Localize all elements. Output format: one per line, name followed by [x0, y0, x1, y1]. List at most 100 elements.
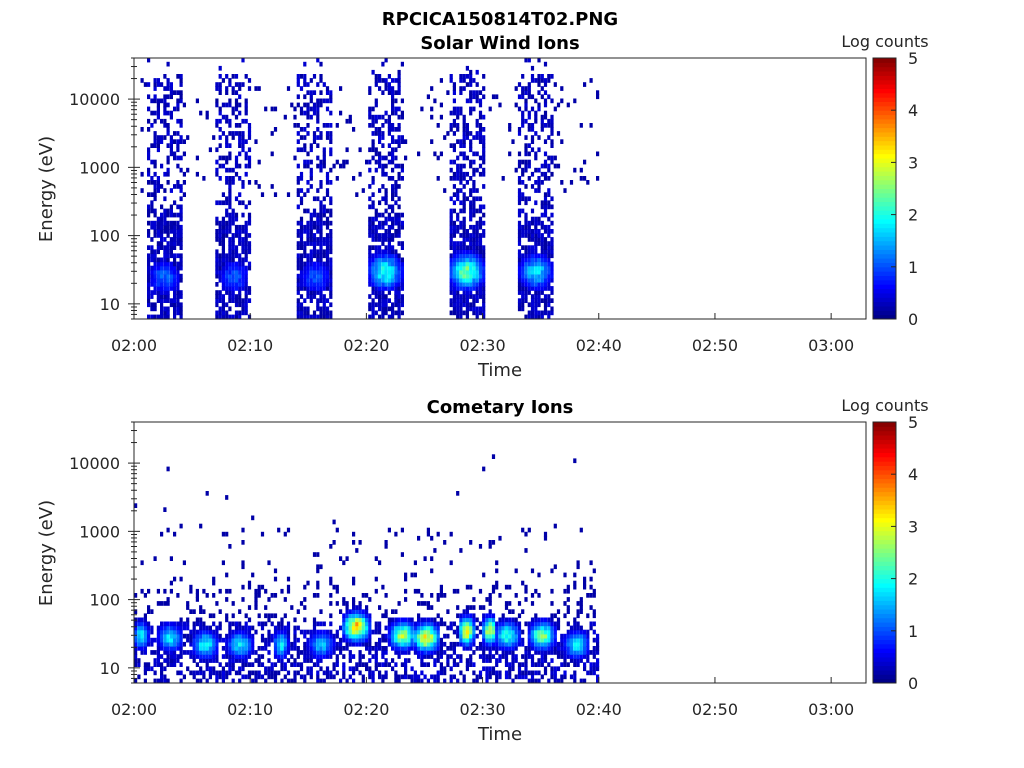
colorbar-tick-label: 5: [908, 49, 918, 68]
colorbar-segment: [873, 288, 896, 294]
colorbar-segment: [873, 596, 896, 601]
colorbar-tick-label: 3: [908, 517, 918, 536]
colorbar-segment: [873, 652, 896, 658]
y-tick-label: 10: [100, 659, 120, 678]
y-tick-label: 10000: [69, 90, 120, 109]
y-tick-label: 10000: [69, 454, 120, 473]
colorbar-segment: [873, 97, 896, 102]
colorbar-segment: [873, 500, 896, 506]
spectrogram-cells: [134, 454, 600, 684]
colorbar-segment: [873, 478, 896, 484]
colorbar-segment: [873, 509, 896, 514]
colorbar-segment: [873, 205, 896, 211]
colorbar-segment: [873, 543, 896, 549]
colorbar-segment: [873, 643, 896, 649]
colorbar-segment: [873, 253, 896, 259]
plot-frame: [133, 57, 867, 320]
colorbar-segment: [873, 430, 896, 436]
colorbar-segment: [873, 504, 896, 510]
colorbar-segment: [873, 210, 896, 216]
colorbar: 0 1 2 3 4 5: [872, 413, 918, 693]
colorbar-segment: [873, 617, 896, 623]
colorbar-segment: [873, 561, 896, 567]
colorbar-segment: [873, 101, 896, 107]
colorbar-segment: [873, 110, 896, 116]
colorbar-segment: [873, 175, 896, 181]
solar-wind-panel: Solar Wind Ions 02:00 02:10 02:20 02:30 02:4…: [36, 32, 929, 381]
colorbar-segment: [873, 197, 896, 203]
y-tick-label: 100: [89, 227, 120, 246]
x-tick-label: 03:00: [808, 700, 854, 719]
colorbar-segment: [873, 240, 896, 246]
colorbar-segment: [873, 609, 896, 614]
colorbar-segment: [873, 495, 896, 501]
colorbar-segment: [873, 435, 896, 440]
colorbar: 0 1 2 3 4 5: [872, 49, 918, 329]
colorbar-segment: [873, 149, 896, 155]
colorbar-segment: [873, 591, 896, 597]
colorbar-segment: [873, 114, 896, 120]
colorbar-segment: [873, 648, 896, 654]
colorbar-segment: [873, 556, 896, 562]
colorbar-segment: [873, 127, 896, 133]
panel-title: Cometary Ions: [427, 397, 574, 418]
colorbar-segment: [873, 301, 896, 307]
y-axis: 10 100 1000 10000: [69, 57, 140, 320]
colorbar-segment: [873, 75, 896, 81]
colorbar-segment: [873, 245, 896, 250]
x-tick-label: 02:30: [460, 700, 506, 719]
x-tick-label: 02:00: [111, 700, 157, 719]
colorbar-segment: [873, 661, 896, 667]
colorbar-segment: [873, 236, 896, 242]
colorbar-tick-label: 3: [908, 153, 918, 172]
colorbar-segment: [873, 275, 896, 281]
colorbar-segment: [873, 118, 896, 124]
colorbar-segment: [873, 443, 896, 449]
plot-frame: [133, 421, 867, 684]
colorbar-segment: [873, 522, 896, 527]
colorbar-segment: [873, 179, 896, 185]
colorbar-segment: [873, 535, 896, 540]
colorbar-segment: [873, 314, 896, 320]
colorbar-segment: [873, 635, 896, 640]
colorbar-segment: [873, 665, 896, 671]
colorbar-tick-label: 2: [908, 570, 918, 589]
x-axis-label: Time: [477, 360, 522, 381]
colorbar-segment: [873, 452, 896, 458]
colorbar-segment: [873, 574, 896, 580]
colorbar-segment: [873, 284, 896, 290]
colorbar-segment: [873, 266, 896, 272]
colorbar-segment: [873, 136, 896, 142]
colorbar-segment: [873, 456, 896, 462]
colorbar-tick-label: 5: [908, 413, 918, 432]
colorbar-segment: [873, 92, 896, 98]
colorbar-segment: [873, 192, 896, 198]
colorbar-segment: [873, 552, 896, 558]
colorbar-segment: [873, 469, 896, 475]
colorbar-segment: [873, 513, 896, 519]
colorbar-segment: [873, 153, 896, 159]
colorbar-segment: [873, 158, 896, 163]
colorbar-frame: [872, 421, 897, 684]
colorbar-segment: [873, 622, 896, 627]
colorbar-segment: [873, 526, 896, 532]
colorbar-segment: [873, 626, 896, 632]
x-axis: 02:00 02:10 02:20 02:30 02:40 02:50 03:00: [111, 313, 854, 355]
colorbar-segment: [873, 604, 896, 610]
colorbar-segment: [873, 62, 896, 68]
colorbar-segment: [873, 297, 896, 303]
colorbar-segment: [873, 249, 896, 255]
colorbar-segment: [873, 439, 896, 445]
colorbar-segment: [873, 201, 896, 207]
colorbar-tick-label: 1: [908, 258, 918, 277]
colorbar-segment: [873, 565, 896, 571]
colorbar-segment: [873, 674, 896, 680]
colorbar-segment: [873, 292, 896, 298]
x-tick-label: 02:00: [111, 336, 157, 355]
spectrogram-cells: [140, 57, 600, 320]
colorbar-segment: [873, 232, 896, 237]
colorbar-segment: [873, 66, 896, 72]
colorbar-segment: [873, 487, 896, 493]
x-tick-label: 02:50: [692, 336, 738, 355]
